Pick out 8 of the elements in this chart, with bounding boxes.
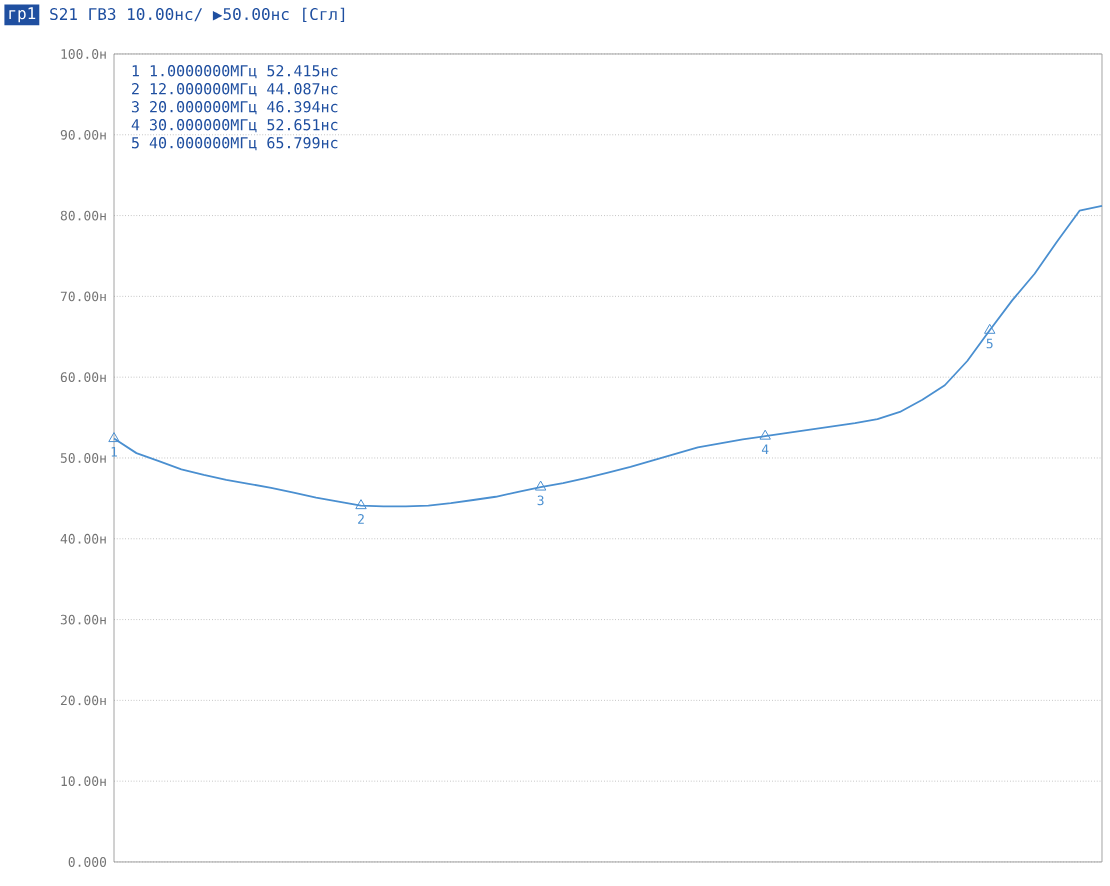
point <box>108 432 120 443</box>
point <box>984 323 996 334</box>
point <box>534 480 547 491</box>
chart-subtitle: S21 ГВЗ 10.00нс/ ▶50.00нс [Сгл] <box>50 7 345 22</box>
point <box>355 499 367 510</box>
point <box>759 429 771 440</box>
line-series <box>113 204 1103 508</box>
chart-title: гр1 <box>9 7 36 23</box>
